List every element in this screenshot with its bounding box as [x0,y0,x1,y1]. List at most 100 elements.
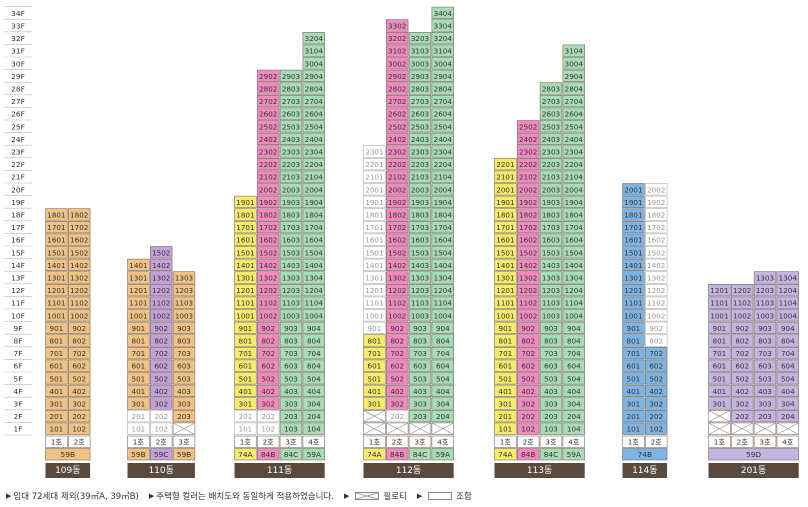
floor-label: 32F [11,34,25,43]
type-cell [363,448,386,461]
unit-cell: 1603 [539,233,563,246]
unit-number: 501 [132,374,146,383]
unit-number: 403 [544,387,558,396]
unit-cell: 1203 [408,283,432,297]
unit-cell: 704 [431,346,454,360]
unit-number: 1702 [259,223,277,232]
unit-number: 702 [390,349,404,358]
unit-number: 2404 [434,135,453,144]
unit-number: 2302 [259,148,277,157]
unit-number: 302 [735,400,749,409]
unit-number: 1104 [779,299,798,308]
unit-number: 2004 [305,185,324,194]
unit-cell: 2703 [279,95,303,108]
unit-cell: 202 [385,409,409,423]
unit-number: 1103 [411,299,429,308]
unit-cell: 701 [494,346,517,360]
type-label: 84B [521,450,535,459]
unit-cell: 802 [516,334,540,347]
unit-number: 2804 [565,85,584,94]
unit-cell: 1102 [730,296,754,309]
unit-cell: 401 [45,384,68,398]
unit-cell: 402 [150,384,173,398]
unit-number: 701 [132,349,146,358]
unit-cell: 1003 [279,309,303,322]
unit-number: 501 [627,374,641,383]
unit-cell: 2604 [302,107,325,120]
unit-cell: 1701 [234,221,257,234]
unit-number: 1801 [236,211,254,220]
unit-number: 1001 [129,311,147,320]
unit-number: 602 [521,362,535,371]
unit-number: 801 [713,337,727,346]
building-banner [494,463,585,478]
unit-cell: 2202 [385,158,409,171]
unit-number: 1102 [388,299,406,308]
unit-number: 202 [72,412,86,421]
unit-number: 301 [50,400,64,409]
unit-cell: 2002 [516,183,540,196]
unit-cell [708,409,731,423]
unit-cell [172,422,196,435]
ho-cell [68,435,91,448]
unit-cell: 1401 [622,258,645,272]
unit-number: 1503 [282,248,300,257]
ho-cell [256,435,280,448]
unit-cell: 1801 [494,208,517,221]
unit-cell: 1804 [562,208,586,221]
unit-cell: 303 [408,397,432,410]
unit-number: 1103 [175,299,193,308]
unit-number: 2101 [496,173,514,182]
type-cell [256,448,280,461]
unit-number: 3104 [434,47,453,56]
unit-cell: 2403 [279,132,303,146]
unit-cell: 2202 [256,158,280,171]
unit-number: 1802 [519,211,537,220]
building-banner [234,463,325,478]
unit-cell: 2502 [385,120,409,133]
unit-cell: 1002 [150,309,173,322]
unit-cell: 702 [730,346,754,360]
unit-number: 1901 [624,198,642,207]
unit-number: 1203 [542,286,560,295]
unit-number: 3002 [388,59,406,68]
unit-cell: 801 [708,334,731,347]
ho-label: 4호 [308,438,320,447]
unit-number: 901 [239,324,253,333]
unit-number: 2304 [434,148,453,157]
unit-cell: 1604 [431,233,454,246]
unit-number: 1001 [496,311,514,320]
unit-number: 2502 [259,122,277,131]
unit-cell: 1703 [279,221,303,234]
unit-cell: 2403 [408,132,432,146]
unit-number: 402 [521,387,535,396]
unit-cell: 2804 [431,82,454,95]
unit-cell: 1501 [494,246,517,259]
unit-cell: 1704 [302,221,325,234]
unit-cell: 1404 [562,258,586,272]
unit-number: 2101 [365,173,383,182]
unit-cell: 1202 [68,283,91,297]
unit-cell: 901 [127,321,150,335]
unit-cell: 2201 [494,158,517,171]
unit-number: 901 [368,324,382,333]
unit-number: 1002 [519,311,537,320]
unit-number: 504 [436,374,450,383]
unit-number: 1303 [756,274,774,283]
unit-cell: 601 [622,359,645,372]
unit-number: 1102 [70,299,88,308]
unit-number: 2201 [365,160,383,169]
unit-number: 301 [713,400,727,409]
unit-number: 602 [154,362,168,371]
unit-cell: 901 [622,321,645,335]
unit-cell: 1902 [385,195,409,209]
unit-cell: 1501 [622,246,645,259]
unit-cell: 1902 [516,195,540,209]
unit-cell: 901 [45,321,68,335]
unit-number: 2102 [388,173,406,182]
unit-cell: 2202 [516,158,540,171]
unit-number: 2903 [411,72,429,81]
floor-label: 15F [11,248,25,257]
legend: ▶ 임대 72세대 제외(39㎡A, 39㎡B) ▶ 주택형 컬러는 배치도와 … [6,488,472,504]
unit-number: 802 [72,337,86,346]
